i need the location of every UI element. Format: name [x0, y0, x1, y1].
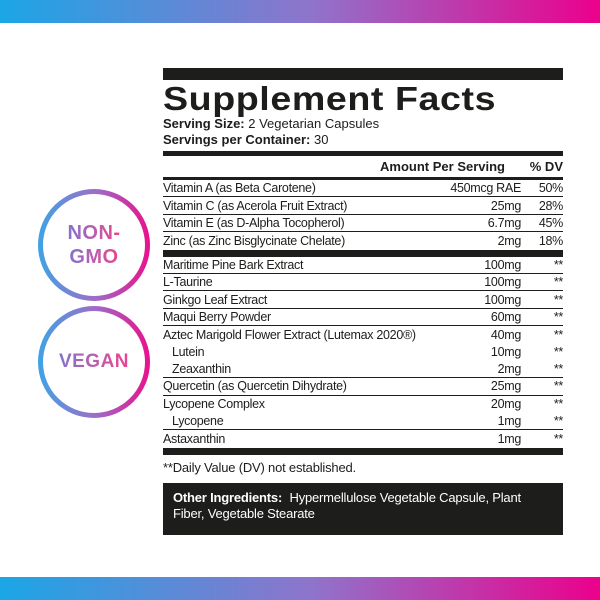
daily-value-footnote: **Daily Value (DV) not established. [163, 459, 356, 475]
ingredient-dv: ** [553, 309, 563, 324]
table-row: Vitamin A (as Beta Carotene) 450mcg RAE … [163, 180, 563, 198]
ingredient-dv: ** [553, 292, 563, 307]
servings-per-container-value: 30 [314, 131, 329, 147]
ingredient-amount: 25mg [490, 198, 521, 213]
ingredient-name: Lycopene Complex [163, 397, 265, 412]
servings-per-container-line: Servings per Container: 30 [163, 132, 563, 148]
table-row: Ginkgo Leaf Extract 100mg ** [163, 291, 563, 309]
ingredient-name: Maqui Berry Powder [163, 309, 271, 324]
ingredient-name: Lycopene [172, 414, 224, 429]
ingredient-amount: 20mg [490, 397, 521, 412]
ingredient-name: Zeaxanthin [172, 362, 231, 377]
vegan-badge-inner: VEGAN [43, 311, 145, 413]
ingredient-name: L-Taurine [163, 275, 213, 290]
non-gmo-badge: NON- GMO [38, 189, 150, 301]
other-ingredients-box: Other Ingredients: Hypermellulose Vegeta… [163, 482, 563, 535]
servings-per-container-label: Servings per Container: [163, 131, 311, 147]
ingredient-dv: ** [553, 275, 563, 290]
ingredient-dv: 18% [538, 233, 563, 248]
ingredient-amount: 2mg [497, 362, 522, 377]
table-row: Zinc (as Zinc Bisglycinate Chelate) 2mg … [163, 232, 563, 249]
ingredient-name: Aztec Marigold Flower Extract (Lutemax 2… [163, 327, 416, 342]
table-row: L-Taurine 100mg ** [163, 274, 563, 292]
table-row: Zeaxanthin 2mg ** [163, 361, 563, 379]
non-gmo-badge-label: NON- GMO [67, 222, 121, 268]
ingredient-amount: 6.7mg [487, 215, 522, 230]
ingredient-dv: ** [553, 414, 563, 429]
dv-column-header: % DV [529, 159, 563, 174]
ingredient-dv: 45% [538, 215, 563, 230]
ingredient-dv: 28% [538, 198, 563, 213]
table-row: Astaxanthin 1mg ** [163, 430, 563, 447]
ingredient-dv: ** [553, 362, 563, 377]
top-gradient-bar [0, 0, 600, 23]
table-row: Aztec Marigold Flower Extract (Lutemax 2… [163, 326, 563, 343]
other-ingredients-value: Hypermellulose Vegetable Capsule, Plant … [173, 489, 521, 522]
ingredient-amount: 40mg [490, 327, 521, 342]
panel-top-bar [163, 68, 563, 80]
ingredient-name: Zinc (as Zinc Bisglycinate Chelate) [163, 233, 345, 248]
ingredient-amount: 1mg [497, 414, 522, 429]
ingredient-dv: ** [553, 432, 563, 447]
ingredient-dv: ** [553, 397, 563, 412]
ingredient-amount: 1mg [497, 432, 522, 447]
supplement-facts-panel: Supplement Facts Serving Size: 2 Vegetar… [163, 68, 563, 535]
section-divider-bar [163, 249, 563, 257]
bottom-gradient-bar [0, 577, 600, 600]
serving-size-value: 2 Vegetarian Capsules [248, 116, 380, 131]
ingredient-dv: 50% [538, 181, 563, 196]
serving-size-label: Serving Size: [163, 116, 245, 131]
vegan-badge: VEGAN [38, 306, 150, 418]
ingredient-name: Quercetin (as Quercetin Dihydrate) [163, 379, 347, 394]
table-row: Maritime Pine Bark Extract 100mg ** [163, 257, 563, 274]
ingredient-amount: 2mg [497, 233, 522, 248]
table-row: Vitamin C (as Acerola Fruit Extract) 25m… [163, 197, 563, 215]
ingredient-amount: 100mg [484, 275, 521, 290]
ingredient-dv: ** [553, 327, 563, 342]
ingredient-name: Lutein [172, 345, 205, 360]
serving-size-line: Serving Size: 2 Vegetarian Capsules [163, 116, 563, 132]
ingredient-dv: ** [553, 379, 563, 394]
ingredient-amount: 100mg [484, 257, 521, 272]
ingredient-name: Astaxanthin [163, 432, 226, 447]
ingredient-dv: ** [553, 257, 563, 272]
other-ingredients-label: Other Ingredients: [173, 489, 283, 505]
ingredient-name: Vitamin C (as Acerola Fruit Extract) [163, 198, 348, 213]
facts-table-body: Vitamin A (as Beta Carotene) 450mcg RAE … [163, 180, 563, 455]
table-row: Lutein 10mg ** [163, 344, 563, 361]
ingredient-name: Maritime Pine Bark Extract [163, 257, 304, 272]
ingredient-dv: ** [553, 345, 563, 360]
ingredient-amount: 60mg [490, 309, 521, 324]
panel-title: Supplement Facts [163, 80, 497, 117]
ingredient-amount: 10mg [490, 345, 521, 360]
ingredient-amount: 100mg [484, 292, 521, 307]
table-row: Lycopene Complex 20mg ** [163, 396, 563, 413]
ingredient-name: Ginkgo Leaf Extract [163, 292, 268, 307]
section-divider-bar [163, 447, 563, 455]
ingredient-amount: 25mg [490, 379, 521, 394]
ingredient-name: Vitamin A (as Beta Carotene) [163, 181, 316, 196]
table-row: Quercetin (as Quercetin Dihydrate) 25mg … [163, 378, 563, 396]
ingredient-amount: 450mcg RAE [450, 181, 521, 196]
table-row: Vitamin E (as D-Alpha Tocopherol) 6.7mg … [163, 215, 563, 233]
ingredient-name: Vitamin E (as D-Alpha Tocopherol) [163, 215, 345, 230]
amount-column-header: Amount Per Serving [380, 159, 505, 174]
non-gmo-badge-inner: NON- GMO [43, 194, 145, 296]
table-row: Lycopene 1mg ** [163, 413, 563, 431]
column-header-row: Amount Per Serving % DV [163, 156, 563, 180]
header-divider-bar [163, 151, 563, 156]
vegan-badge-label: VEGAN [58, 351, 130, 372]
table-row: Maqui Berry Powder 60mg ** [163, 309, 563, 327]
